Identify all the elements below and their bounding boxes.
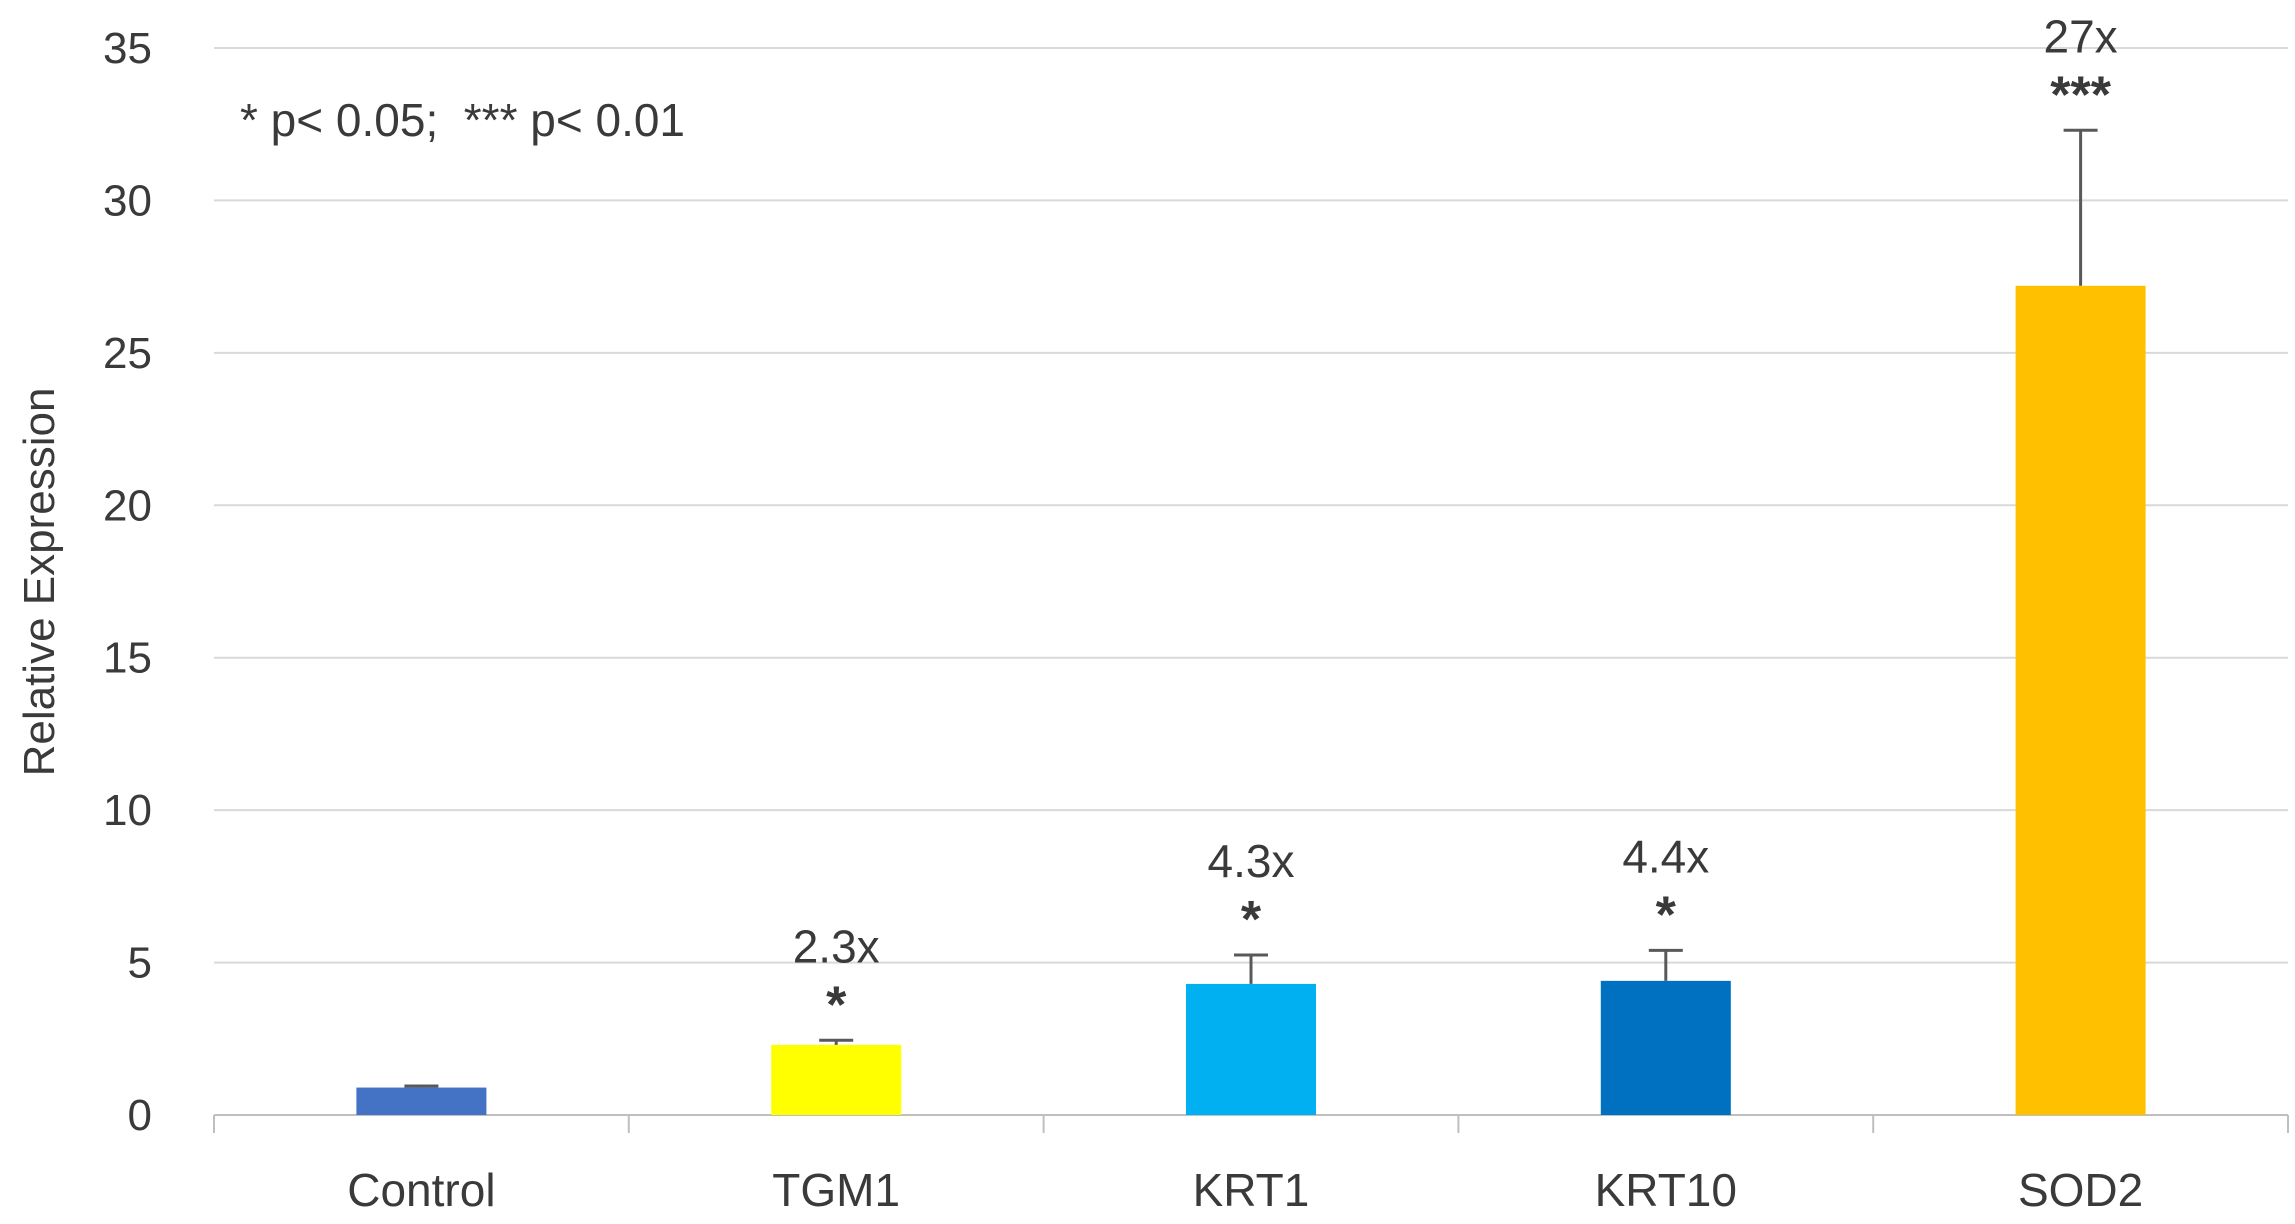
significance-marker: *** [2050,66,2111,124]
x-tick-label: KRT10 [1595,1164,1737,1216]
significance-marker: * [826,976,847,1034]
x-tick-label: Control [347,1164,495,1216]
x-tick-label: TGM1 [772,1164,900,1216]
y-axis-tick-labels: 0 5 10 15 20 25 30 35 [103,24,152,1140]
x-tick-label: KRT1 [1193,1164,1310,1216]
y-tick-label: 30 [103,176,152,225]
x-axis-tick-labels: Control TGM1 KRT1 KRT10 SOD2 [347,1164,2143,1216]
significance-legend: * p< 0.05; *** p< 0.01 [240,94,685,146]
significance-marker: * [1241,891,1262,949]
y-tick-label: 20 [103,481,152,530]
x-axis [213,1114,2289,1133]
gridlines [214,47,2288,964]
data-label: 2.3x [793,920,880,972]
data-label: 4.4x [1622,830,1709,882]
data-labels: *2.3x *4.3x*4.4x***27x [793,10,2118,1034]
bars [356,285,2146,1115]
data-label: 4.3x [1208,835,1295,887]
y-tick-label: 10 [103,786,152,835]
error-bars [404,128,2098,1088]
y-tick-label: 15 [103,634,152,683]
x-tick-label: SOD2 [2018,1164,2143,1216]
significance-marker: * [1656,886,1677,944]
y-tick-label: 5 [128,939,152,988]
y-tick-label: 0 [128,1091,152,1140]
bar-krt10 [1600,980,1731,1115]
y-tick-label: 35 [103,24,152,73]
y-tick-label: 25 [103,329,152,378]
bar-sod2 [2015,285,2146,1115]
y-axis-label: Relative Expression [15,388,64,777]
data-label: 27x [2044,10,2118,62]
bar-tgm1 [771,1044,902,1115]
bar-control [356,1087,487,1115]
bar-krt1 [1186,983,1316,1115]
